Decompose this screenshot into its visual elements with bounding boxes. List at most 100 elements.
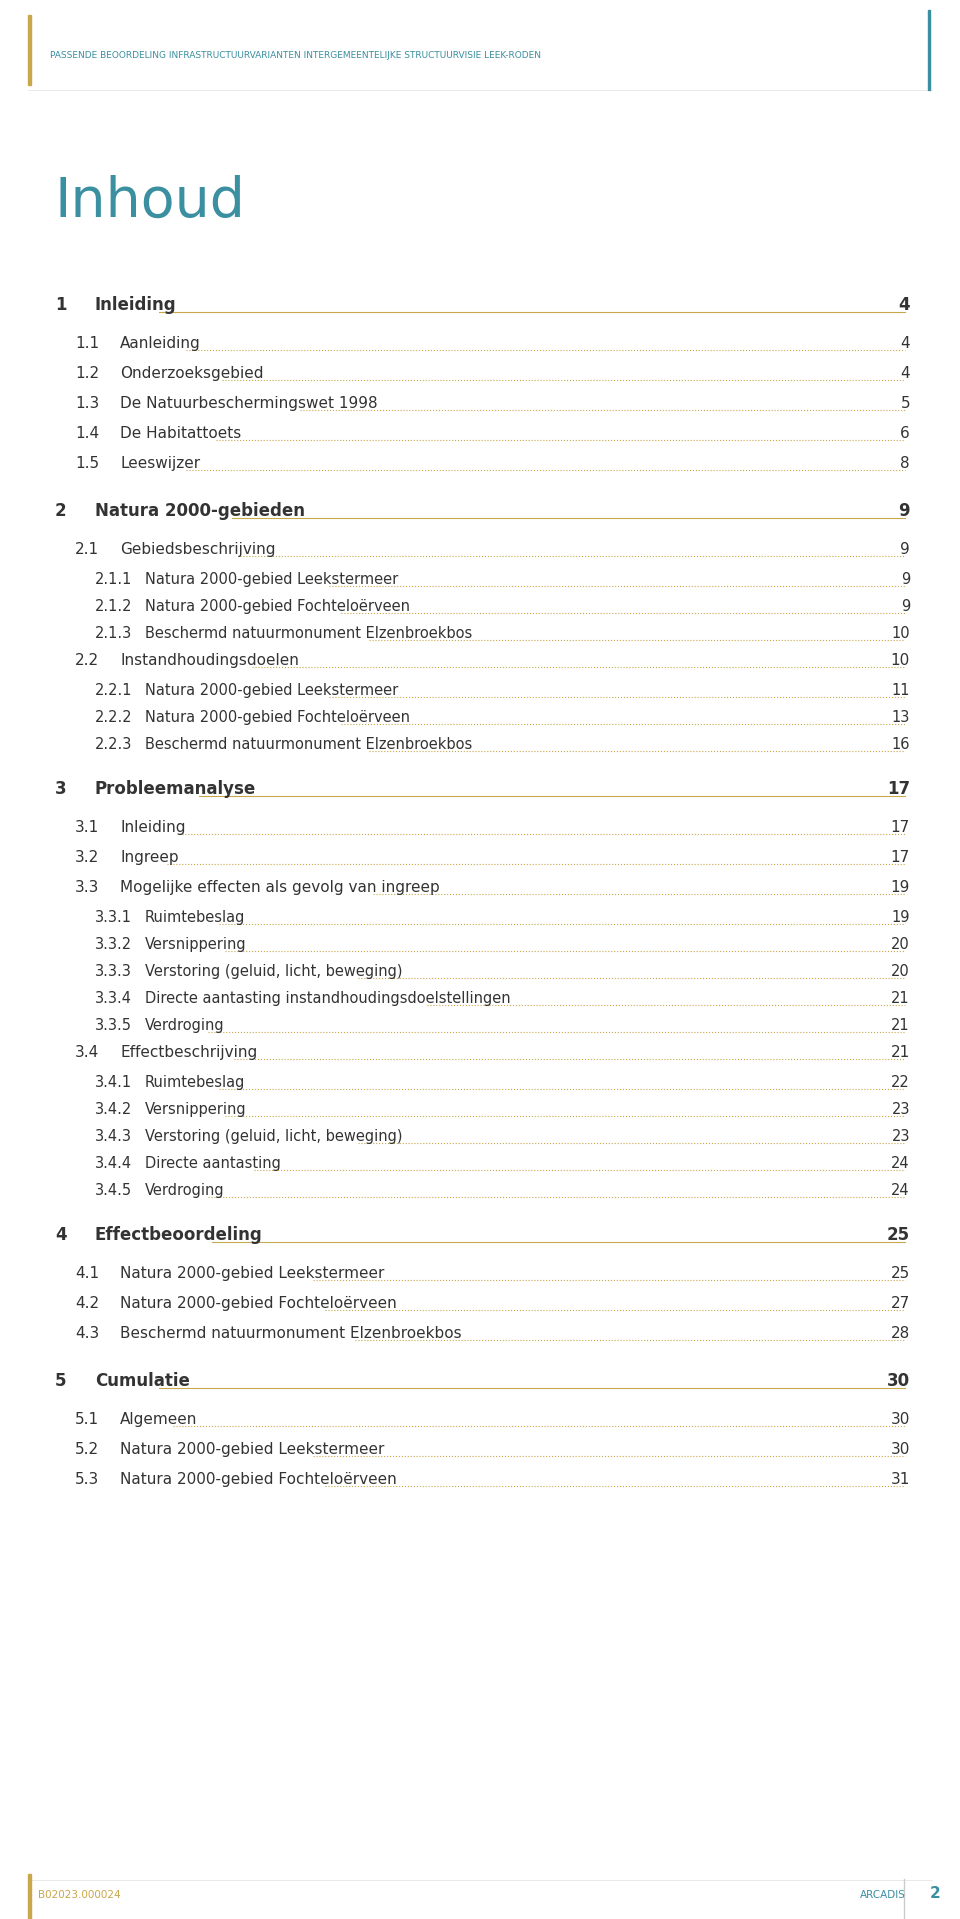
Text: 3.4.4: 3.4.4 [95, 1155, 132, 1171]
Text: 25: 25 [891, 1267, 910, 1282]
Text: 13: 13 [892, 710, 910, 725]
Text: 28: 28 [891, 1326, 910, 1341]
Text: 2: 2 [55, 503, 66, 520]
Text: 19: 19 [892, 910, 910, 925]
Text: 10: 10 [892, 626, 910, 641]
Text: PASSENDE BEOORDELING INFRASTRUCTUURVARIANTEN INTERGEMEENTELIJKE STRUCTUURVISIE L: PASSENDE BEOORDELING INFRASTRUCTUURVARIA… [50, 50, 541, 59]
Text: 3: 3 [55, 779, 66, 798]
Text: 4: 4 [899, 296, 910, 315]
Text: 4.2: 4.2 [75, 1295, 99, 1311]
Text: 4.1: 4.1 [75, 1267, 99, 1282]
Bar [28, 1875, 31, 1919]
Text: 25: 25 [887, 1226, 910, 1244]
Text: Natura 2000-gebied Leekstermeer: Natura 2000-gebied Leekstermeer [145, 572, 398, 587]
Text: Aanleiding: Aanleiding [120, 336, 201, 351]
Text: 3.4: 3.4 [75, 1046, 99, 1059]
Text: 5: 5 [55, 1372, 66, 1389]
Text: Versnippering: Versnippering [145, 936, 247, 952]
Text: 9: 9 [899, 503, 910, 520]
Text: 1.2: 1.2 [75, 367, 99, 382]
Text: Leeswijzer: Leeswijzer [120, 457, 200, 470]
Text: Natura 2000-gebied Leekstermeer: Natura 2000-gebied Leekstermeer [145, 683, 398, 699]
Text: 1: 1 [55, 296, 66, 315]
Text: 3.2: 3.2 [75, 850, 99, 865]
Text: Natura 2000-gebied Fochteloërveen: Natura 2000-gebied Fochteloërveen [120, 1472, 396, 1487]
Text: 3.4.1: 3.4.1 [95, 1075, 132, 1090]
Text: 20: 20 [891, 963, 910, 979]
Text: 22: 22 [891, 1075, 910, 1090]
Text: Natura 2000-gebied Leekstermeer: Natura 2000-gebied Leekstermeer [120, 1267, 384, 1282]
Text: 21: 21 [892, 1017, 910, 1032]
Text: De Habitattoets: De Habitattoets [120, 426, 241, 441]
Text: 2.2.3: 2.2.3 [95, 737, 132, 752]
Text: Verdroging: Verdroging [145, 1182, 225, 1197]
Text: 4: 4 [900, 367, 910, 382]
Text: Algemeen: Algemeen [120, 1412, 198, 1428]
Text: 6: 6 [900, 426, 910, 441]
Text: 2.2.1: 2.2.1 [95, 683, 132, 699]
Text: 2.1.1: 2.1.1 [95, 572, 132, 587]
Text: Gebiedsbeschrijving: Gebiedsbeschrijving [120, 541, 276, 557]
Text: 1.3: 1.3 [75, 395, 99, 411]
Text: Probleemanalyse: Probleemanalyse [95, 779, 256, 798]
Text: 9: 9 [900, 572, 910, 587]
Text: 3.3: 3.3 [75, 881, 100, 894]
Text: 3.3.5: 3.3.5 [95, 1017, 132, 1032]
Text: Inleiding: Inleiding [95, 296, 177, 315]
Text: 27: 27 [891, 1295, 910, 1311]
Text: 4.3: 4.3 [75, 1326, 99, 1341]
Text: Mogelijke effecten als gevolg van ingreep: Mogelijke effecten als gevolg van ingree… [120, 881, 440, 894]
Bar [928, 10, 930, 90]
Text: 31: 31 [891, 1472, 910, 1487]
Text: Natura 2000-gebied Fochteloërveen: Natura 2000-gebied Fochteloërveen [120, 1295, 396, 1311]
Text: 9: 9 [900, 541, 910, 557]
Text: 2: 2 [930, 1886, 941, 1902]
Text: 3.4.3: 3.4.3 [95, 1128, 132, 1144]
Text: 2.2: 2.2 [75, 652, 99, 668]
Text: 2.2.2: 2.2.2 [95, 710, 132, 725]
Text: De Natuurbeschermingswet 1998: De Natuurbeschermingswet 1998 [120, 395, 377, 411]
Text: 30: 30 [891, 1412, 910, 1428]
Text: 10: 10 [891, 652, 910, 668]
Text: 5: 5 [900, 395, 910, 411]
Text: 21: 21 [891, 1046, 910, 1059]
Text: 3.1: 3.1 [75, 819, 99, 835]
Text: Directe aantasting instandhoudingsdoelstellingen: Directe aantasting instandhoudingsdoelst… [145, 990, 511, 1006]
Text: ARCADIS: ARCADIS [860, 1890, 906, 1900]
Text: Natura 2000-gebied Leekstermeer: Natura 2000-gebied Leekstermeer [120, 1441, 384, 1457]
Text: Verdroging: Verdroging [145, 1017, 225, 1032]
Text: 4: 4 [900, 336, 910, 351]
Text: Ruimtebeslag: Ruimtebeslag [145, 910, 246, 925]
Text: 3.3.3: 3.3.3 [95, 963, 132, 979]
Text: Natura 2000-gebieden: Natura 2000-gebieden [95, 503, 305, 520]
Text: 2.1.3: 2.1.3 [95, 626, 132, 641]
Text: 23: 23 [892, 1128, 910, 1144]
Text: 3.3.4: 3.3.4 [95, 990, 132, 1006]
Text: 17: 17 [887, 779, 910, 798]
Text: Cumulatie: Cumulatie [95, 1372, 190, 1389]
Text: 5.2: 5.2 [75, 1441, 99, 1457]
Text: 23: 23 [892, 1102, 910, 1117]
Text: 30: 30 [891, 1441, 910, 1457]
Text: 8: 8 [900, 457, 910, 470]
Text: Verstoring (geluid, licht, beweging): Verstoring (geluid, licht, beweging) [145, 963, 402, 979]
Text: Verstoring (geluid, licht, beweging): Verstoring (geluid, licht, beweging) [145, 1128, 402, 1144]
Text: 1.1: 1.1 [75, 336, 99, 351]
Text: 20: 20 [891, 936, 910, 952]
Text: 24: 24 [892, 1182, 910, 1197]
Text: B02023.000024: B02023.000024 [38, 1890, 121, 1900]
Text: 11: 11 [892, 683, 910, 699]
Text: Beschermd natuurmonument Elzenbroekbos: Beschermd natuurmonument Elzenbroekbos [145, 626, 472, 641]
Text: 16: 16 [892, 737, 910, 752]
Text: Natura 2000-gebied Fochteloërveen: Natura 2000-gebied Fochteloërveen [145, 710, 410, 725]
Text: 24: 24 [892, 1155, 910, 1171]
Text: 2.1: 2.1 [75, 541, 99, 557]
Text: Ingreep: Ingreep [120, 850, 179, 865]
Text: 4: 4 [55, 1226, 66, 1244]
Text: 3.3.1: 3.3.1 [95, 910, 132, 925]
Text: Effectbeoordeling: Effectbeoordeling [95, 1226, 263, 1244]
Text: Inleiding: Inleiding [120, 819, 185, 835]
Text: Beschermd natuurmonument Elzenbroekbos: Beschermd natuurmonument Elzenbroekbos [145, 737, 472, 752]
Text: Versnippering: Versnippering [145, 1102, 247, 1117]
Text: Effectbeschrijving: Effectbeschrijving [120, 1046, 257, 1059]
